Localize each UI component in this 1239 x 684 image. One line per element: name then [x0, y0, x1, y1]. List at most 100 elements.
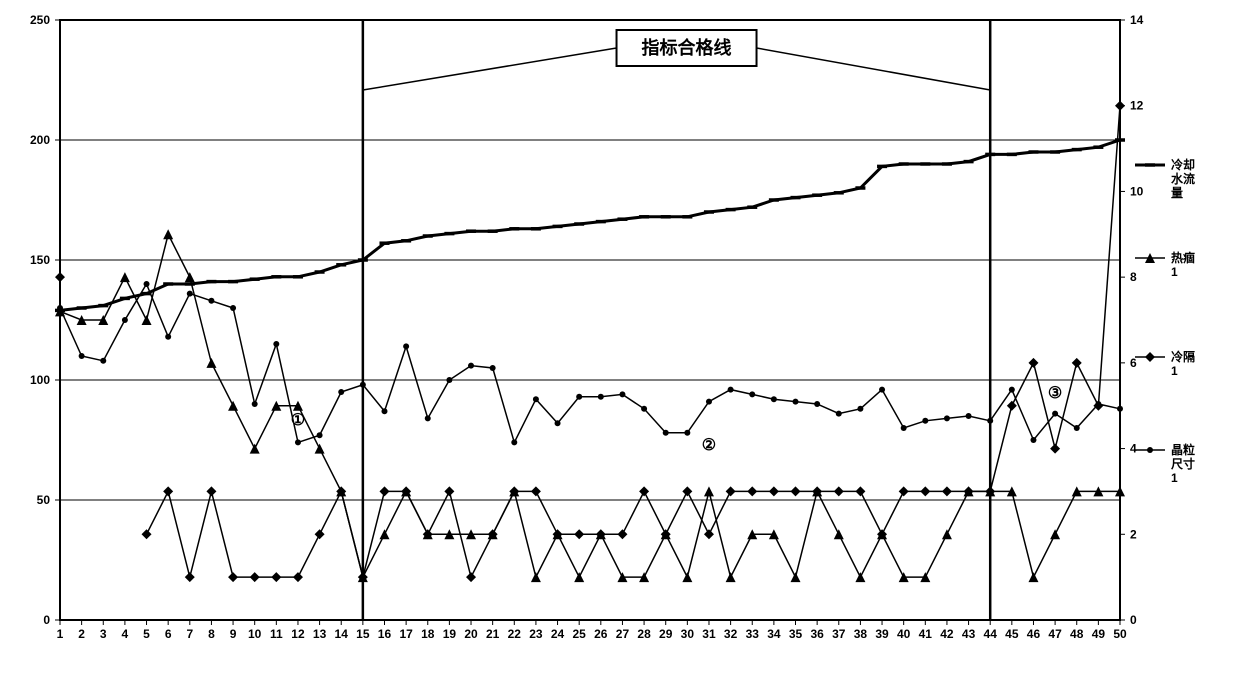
x-tick-label: 39 [875, 627, 889, 641]
y-right-tick-label: 14 [1130, 13, 1144, 27]
x-tick-label: 3 [100, 627, 107, 641]
x-tick-label: 19 [443, 627, 457, 641]
legend-label: 1 [1171, 364, 1178, 378]
x-tick-label: 1 [57, 627, 64, 641]
x-tick-label: 20 [464, 627, 478, 641]
marker-dash [250, 277, 260, 281]
marker-dot [317, 432, 323, 438]
y-left-tick-label: 150 [30, 253, 50, 267]
legend-label: 量 [1171, 186, 1183, 200]
marker-dot [446, 377, 452, 383]
marker-dot [814, 401, 820, 407]
marker-dot [533, 396, 539, 402]
x-tick-label: 18 [421, 627, 435, 641]
marker-dot [273, 341, 279, 347]
marker-dash [228, 280, 238, 284]
x-tick-label: 15 [356, 627, 370, 641]
x-tick-label: 48 [1070, 627, 1084, 641]
x-tick-label: 12 [291, 627, 305, 641]
x-tick-label: 22 [508, 627, 522, 641]
legend-entry-hot_defect: 热痼1 [1135, 250, 1195, 279]
annotation-circled-number: ② [702, 437, 716, 454]
marker-dot [425, 415, 431, 421]
marker-dash [271, 275, 281, 279]
plot-area [60, 20, 1120, 620]
marker-dot [1074, 425, 1080, 431]
marker-dash [401, 239, 411, 243]
x-tick-label: 47 [1048, 627, 1062, 641]
marker-dash [920, 162, 930, 166]
marker-dash [1115, 138, 1125, 142]
marker-dot [468, 363, 474, 369]
y-left-tick-label: 0 [43, 613, 50, 627]
marker-dash [509, 227, 519, 231]
annotation-circled-number: ③ [1048, 385, 1062, 402]
marker-dash [98, 304, 108, 308]
marker-dash [206, 280, 216, 284]
legend-label: 冷却 [1171, 157, 1195, 172]
marker-dash [336, 263, 346, 267]
marker-dot [555, 420, 561, 426]
legend-entry-grain_size: 晶粒尺寸1 [1135, 442, 1195, 485]
marker-dot [901, 425, 907, 431]
marker-dot [793, 399, 799, 405]
x-tick-label: 40 [897, 627, 911, 641]
marker-dot [663, 430, 669, 436]
marker-dot [1095, 401, 1101, 407]
marker-dash [315, 270, 325, 274]
marker-dot [187, 291, 193, 297]
y-left-tick-label: 100 [30, 373, 50, 387]
x-tick-label: 5 [143, 627, 150, 641]
x-tick-label: 36 [810, 627, 824, 641]
marker-dot [1147, 447, 1153, 453]
x-tick-label: 45 [1005, 627, 1019, 641]
x-tick-label: 21 [486, 627, 500, 641]
chart-svg: 0501001502002500246810121412345678910111… [0, 0, 1239, 684]
legend-label: 1 [1171, 265, 1178, 279]
marker-dot [749, 391, 755, 397]
marker-dot [1052, 411, 1058, 417]
marker-dash [661, 215, 671, 219]
marker-dash [726, 208, 736, 212]
marker-diamond [1145, 352, 1155, 362]
x-tick-label: 17 [399, 627, 413, 641]
marker-dot [79, 353, 85, 359]
marker-dot [922, 418, 928, 424]
marker-dot [360, 382, 366, 388]
marker-dash [704, 210, 714, 214]
marker-dot [1009, 387, 1015, 393]
marker-dot [295, 439, 301, 445]
legend-label: 晶粒 [1171, 442, 1195, 457]
marker-dot [100, 358, 106, 364]
marker-dash [617, 217, 627, 221]
marker-dash [1072, 148, 1082, 152]
x-tick-label: 26 [594, 627, 608, 641]
marker-dash [1007, 153, 1017, 157]
marker-dot [598, 394, 604, 400]
marker-dash [466, 229, 476, 233]
legend-entry-cooling_water_flow: 冷却水流量 [1135, 157, 1195, 200]
marker-dot [403, 343, 409, 349]
marker-dash [531, 227, 541, 231]
x-tick-label: 35 [789, 627, 803, 641]
marker-dash [77, 306, 87, 310]
marker-dot [576, 394, 582, 400]
x-tick-label: 23 [529, 627, 543, 641]
qualifier-label: 指标合格线 [642, 37, 732, 58]
marker-dot [144, 281, 150, 287]
y-right-tick-label: 2 [1130, 527, 1137, 541]
marker-dash [1145, 163, 1155, 167]
legend-label: 尺寸 [1171, 456, 1195, 471]
marker-dash [769, 198, 779, 202]
marker-dot [1117, 406, 1123, 412]
y-right-tick-label: 8 [1130, 270, 1137, 284]
legend-label: 热痼 [1171, 250, 1195, 265]
x-tick-label: 31 [702, 627, 716, 641]
marker-dash [1093, 145, 1103, 149]
marker-dash [379, 241, 389, 245]
x-tick-label: 10 [248, 627, 262, 641]
marker-dot [230, 305, 236, 311]
x-tick-label: 16 [378, 627, 392, 641]
marker-dot [684, 430, 690, 436]
marker-dash [293, 275, 303, 279]
